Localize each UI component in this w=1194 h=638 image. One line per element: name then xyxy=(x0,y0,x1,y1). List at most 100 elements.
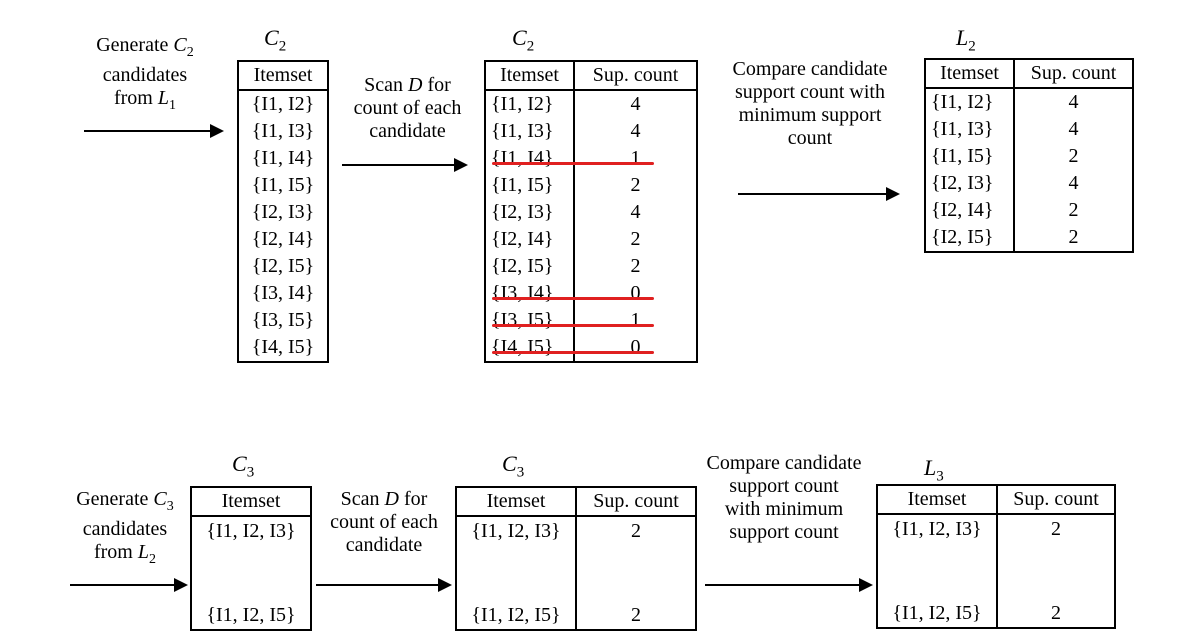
c3-count-itemset: {I1, I2, I5} xyxy=(471,604,561,626)
c2-count-itemset: {I3, I5} xyxy=(491,309,554,331)
l2-itemset: {I1, I2} xyxy=(931,91,994,113)
c2-count-title: C2 xyxy=(512,25,535,55)
arrow-to-c3 xyxy=(70,578,188,592)
table-row: {I4, I5} 0 xyxy=(485,334,697,362)
c2-count-header-itemset: Itemset xyxy=(485,61,574,91)
prune-strike-line xyxy=(492,161,654,165)
l2-count-value: 2 xyxy=(1013,224,1133,252)
table-row: {I1, I3} 4 xyxy=(925,116,1133,143)
c3-count-table: Itemset Sup. count {I1, I2, I3} 2 {I1, I… xyxy=(455,486,697,631)
c2-count-header-sup: Sup. count xyxy=(573,61,697,91)
prune-strike-line xyxy=(492,351,654,355)
c3-title: C3 xyxy=(232,451,255,481)
table-row: {I2, I4} 2 xyxy=(925,197,1133,224)
c2-count-table: Itemset Sup. count {I1, I2} 4 {I1, I3} 4 {I1… xyxy=(484,60,698,363)
c2-count-itemset: {I4, I5} xyxy=(491,336,554,358)
arrow-to-c2-count xyxy=(342,158,468,172)
l2-table: Itemset Sup. count {I1, I2} 4 {I1, I3} 4 {I1… xyxy=(924,58,1134,253)
c2-item: {I4, I5} xyxy=(251,336,315,358)
generate-c2-label: Generate C2 candidates from L1 xyxy=(96,34,194,113)
c2-count-itemset: {I1, I5} xyxy=(491,174,554,196)
table-row: {I2, I4} 2 xyxy=(485,226,697,253)
c2-title: C2 xyxy=(264,25,287,55)
c3-item: {I1, I2, I5} xyxy=(206,604,296,626)
c3-item: {I1, I2, I3} xyxy=(206,520,296,542)
c2-item: {I1, I5} xyxy=(251,174,315,196)
c2-count-itemset: {I2, I5} xyxy=(491,255,554,277)
l2-title: L2 xyxy=(956,25,976,55)
c2-count-itemset: {I3, I4} xyxy=(491,282,554,304)
l2-itemset: {I2, I3} xyxy=(931,172,994,194)
table-row: {I2, I3} 4 xyxy=(925,170,1133,197)
l2-itemset: {I2, I4} xyxy=(931,199,994,221)
c2-candidate-table: Itemset {I1, I2} {I1, I3} {I1, I4} {I1, I5}… xyxy=(237,60,329,363)
l3-header-sup: Sup. count xyxy=(996,485,1115,515)
c2-count-itemset: {I2, I3} xyxy=(491,201,554,223)
l2-header-itemset: Itemset xyxy=(925,59,1014,89)
compare-label-2: Compare candidate support count with min… xyxy=(706,452,862,543)
l2-itemset: {I1, I3} xyxy=(931,118,994,140)
c2-count-value: 0 xyxy=(573,334,697,362)
c2-count-itemset: {I1, I3} xyxy=(491,120,554,142)
l3-itemset: {I1, I2, I5} xyxy=(892,602,982,624)
l2-itemset: {I2, I5} xyxy=(931,226,994,248)
table-row: {I1, I2} 4 xyxy=(485,90,697,118)
table-row: {I1, I5} 2 xyxy=(485,172,697,199)
c3-candidate-table: Itemset {I1, I2, I3} {I1, I2, I5} xyxy=(190,486,312,631)
c2-count-itemset: {I1, I4} xyxy=(491,147,554,169)
c2-count-value: 4 xyxy=(573,118,697,145)
arrow-to-l3 xyxy=(705,578,873,592)
l2-count-value: 4 xyxy=(1013,170,1133,197)
table-row: {I1, I5} 2 xyxy=(925,143,1133,170)
table-row: {I1, I3} 4 xyxy=(485,118,697,145)
l3-header-itemset: Itemset xyxy=(877,485,997,515)
l3-title: L3 xyxy=(924,455,944,485)
table-row: {I3, I4} 0 xyxy=(485,280,697,307)
prune-strike-line xyxy=(492,296,654,300)
c2-count-itemset: {I1, I2} xyxy=(491,93,554,115)
c2-item: {I1, I2} xyxy=(251,93,315,115)
c3-count-header-sup: Sup. count xyxy=(575,487,696,517)
c3-count-title: C3 xyxy=(502,451,525,481)
c2-count-value: 2 xyxy=(573,253,697,280)
c2-count-value: 1 xyxy=(573,307,697,334)
c2-header: Itemset xyxy=(238,61,328,91)
c2-count-value: 2 xyxy=(573,226,697,253)
l3-itemset: {I1, I2, I3} xyxy=(892,518,982,540)
c3-header: Itemset xyxy=(191,487,311,517)
c2-count-value: 2 xyxy=(573,172,697,199)
c2-count-value: 1 xyxy=(573,145,697,172)
table-row: {I2, I5} 2 xyxy=(485,253,697,280)
c2-item: {I3, I5} xyxy=(251,309,315,331)
table-row: {I2, I5} 2 xyxy=(925,224,1133,252)
arrow-to-c3-count xyxy=(316,578,452,592)
c2-item: {I1, I3} xyxy=(251,120,315,142)
l3-count-value: 2 xyxy=(996,571,1115,628)
c3-count-value: 2 xyxy=(575,573,696,630)
c2-item: {I1, I4} xyxy=(251,147,315,169)
table-row: {I2, I3} 4 xyxy=(485,199,697,226)
c3-count-itemset: {I1, I2, I3} xyxy=(471,520,561,542)
c3-count-value: 2 xyxy=(575,516,696,573)
scan-d-label-2: Scan D for count of each candidate xyxy=(330,488,438,556)
table-row: {I3, I5} 1 xyxy=(485,307,697,334)
l3-count-value: 2 xyxy=(996,514,1115,571)
l2-count-value: 2 xyxy=(1013,143,1133,170)
c2-count-value: 4 xyxy=(573,199,697,226)
c2-item: {I2, I5} xyxy=(251,255,315,277)
l2-itemset: {I1, I5} xyxy=(931,145,994,167)
scan-d-label-1: Scan D for count of each candidate xyxy=(353,74,462,142)
c2-count-itemset: {I2, I4} xyxy=(491,228,554,250)
prune-strike-line xyxy=(492,323,654,327)
c2-item: {I3, I4} xyxy=(251,282,315,304)
generate-c3-label: Generate C3 candidates from L2 xyxy=(76,488,174,567)
l2-header-sup: Sup. count xyxy=(1013,59,1133,89)
l3-table: Itemset Sup. count {I1, I2, I3} 2 {I1, I… xyxy=(876,484,1116,629)
table-row: {I1, I2} 4 xyxy=(925,88,1133,116)
c2-count-value: 0 xyxy=(573,280,697,307)
c2-count-value: 4 xyxy=(573,90,697,118)
arrow-to-l2 xyxy=(738,187,900,201)
c2-item: {I2, I4} xyxy=(251,228,315,250)
l2-count-value: 4 xyxy=(1013,116,1133,143)
table-row: {I1, I4} 1 xyxy=(485,145,697,172)
